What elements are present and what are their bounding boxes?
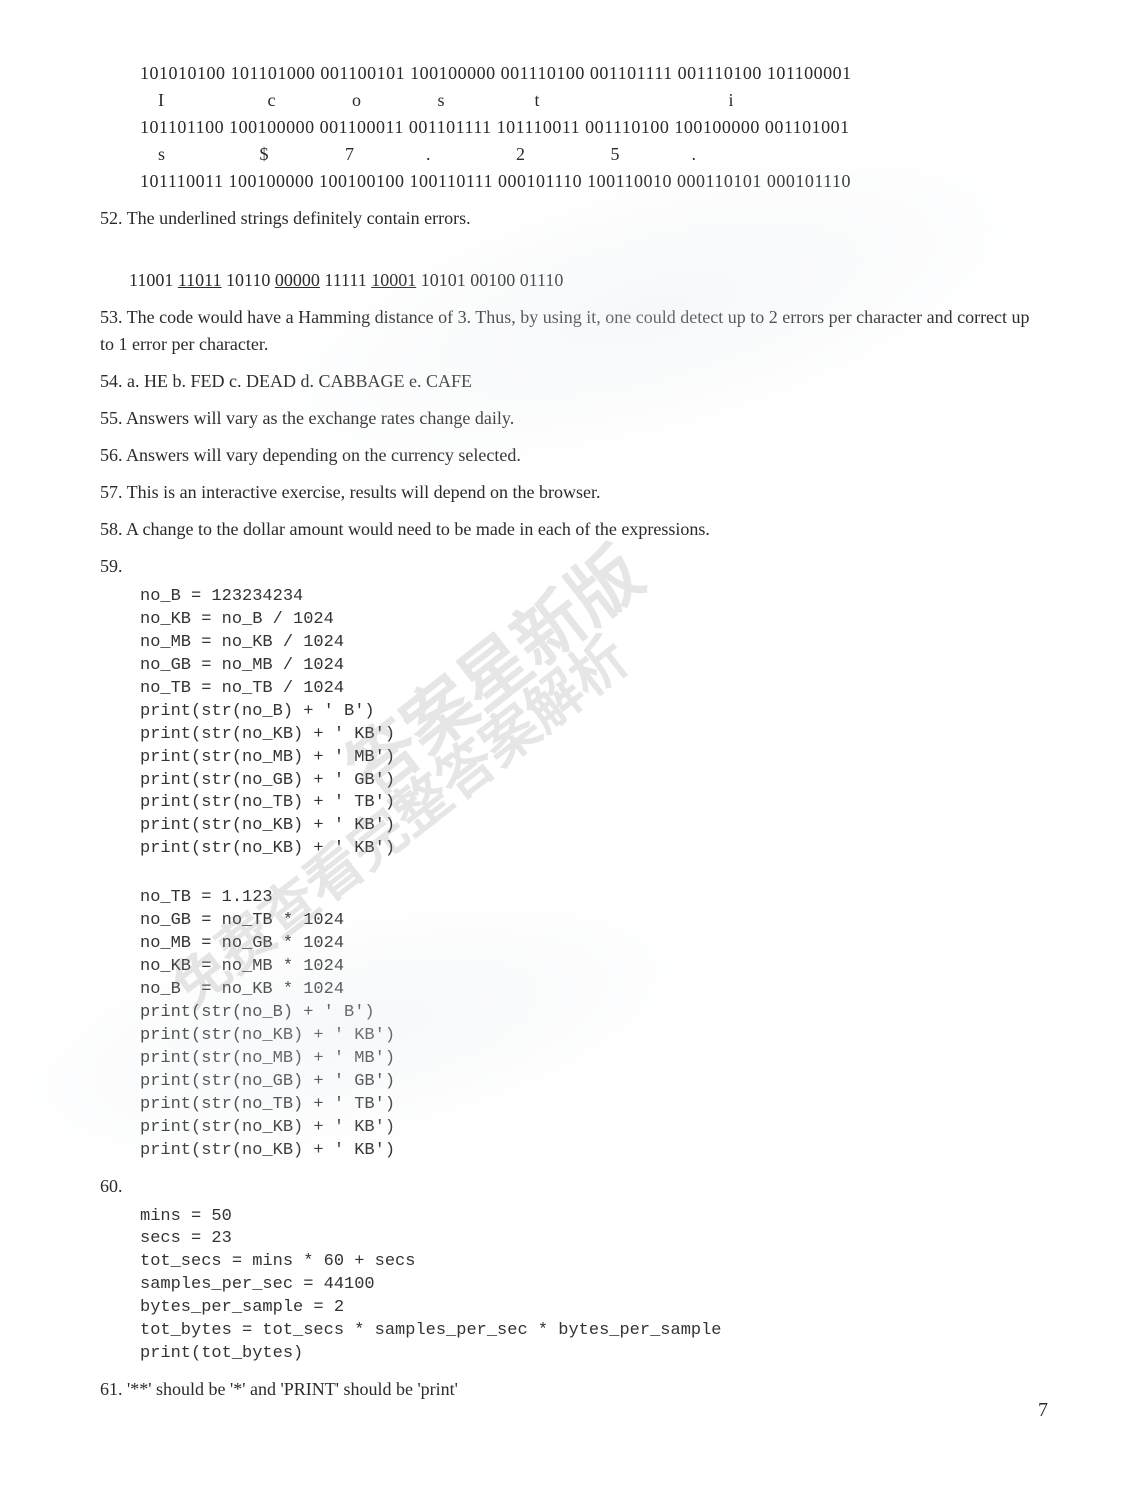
answer-52-binary: 11001 11011 10110 00000 11111 10001 1010… (100, 240, 1048, 294)
answer-55: 55. Answers will vary as the exchange ra… (100, 405, 1048, 432)
answer-60-label: 60. (100, 1173, 1048, 1200)
answer-54: 54. a. HE b. FED c. DEAD d. CABBAGE e. C… (100, 368, 1048, 395)
answer-61: 61. '**' should be '*' and 'PRINT' shoul… (100, 1376, 1048, 1403)
binpart-6: 10101 00100 01110 (416, 270, 563, 290)
code-60: mins = 50 secs = 23 tot_secs = mins * 60… (100, 1206, 1048, 1367)
binpart-5: 10001 (371, 270, 416, 290)
binary-table: 101010100 101101000 001100101 100100000 … (100, 60, 1048, 195)
char-row-1: I c o s t i (100, 87, 1048, 114)
binary-row-1: 101010100 101101000 001100101 100100000 … (100, 60, 1048, 87)
answer-58: 58. A change to the dollar amount would … (100, 516, 1048, 543)
answer-53: 53. The code would have a Hamming distan… (100, 304, 1048, 358)
binpart-1: 11011 (178, 270, 222, 290)
spacer (100, 867, 1048, 881)
binpart-3: 00000 (275, 270, 320, 290)
binpart-2: 10110 (222, 270, 275, 290)
page-number: 7 (1038, 1395, 1048, 1425)
binpart-0: 11001 (129, 270, 178, 290)
binary-row-3: 101110011 100100000 100100100 100110111 … (100, 168, 1048, 195)
code-59a: no_B = 123234234 no_KB = no_B / 1024 no_… (100, 586, 1048, 861)
answer-59-label: 59. (100, 553, 1048, 580)
answer-56: 56. Answers will vary depending on the c… (100, 442, 1048, 469)
binary-row-2: 101101100 100100000 001100011 001101111 … (100, 114, 1048, 141)
char-row-2: s $ 7 . 2 5 . (100, 141, 1048, 168)
answer-52: 52. The underlined strings definitely co… (100, 205, 1048, 232)
binpart-4: 11111 (320, 270, 371, 290)
code-59b: no_TB = 1.123 no_GB = no_TB * 1024 no_MB… (100, 887, 1048, 1162)
answer-57: 57. This is an interactive exercise, res… (100, 479, 1048, 506)
